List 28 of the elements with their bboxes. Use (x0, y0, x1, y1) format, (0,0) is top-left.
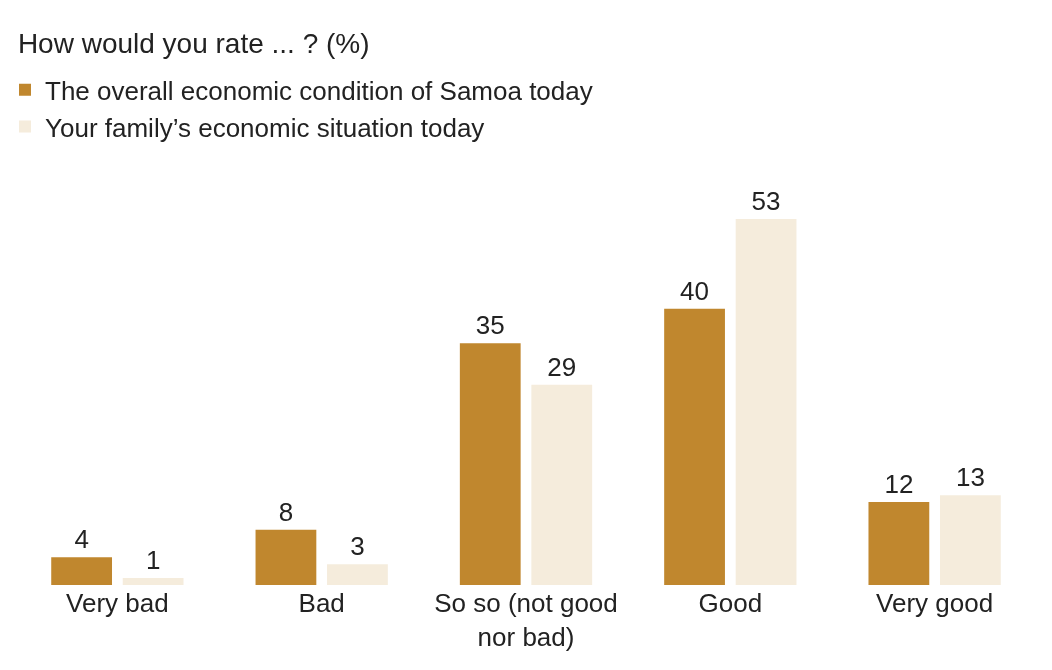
bar (735, 218, 797, 585)
legend-label: The overall economic condition of Samoa today (45, 75, 593, 106)
bar (459, 343, 521, 585)
data-label: 1 (145, 545, 161, 576)
bar (122, 578, 184, 585)
bar (664, 308, 725, 585)
x-tick-label: Good (698, 588, 763, 618)
data-label: 4 (74, 524, 89, 555)
data-label: 3 (350, 531, 365, 562)
data-label: 53 (751, 185, 781, 216)
x-tick-label: Very good (876, 588, 994, 618)
bar (939, 495, 1001, 585)
bar (327, 564, 388, 585)
data-label: 35 (475, 310, 505, 341)
data-label: 29 (547, 351, 577, 382)
data-label: 40 (680, 275, 710, 306)
x-tick-label: Bad (298, 588, 345, 618)
x-tick-label: So so (not good nor bad) (434, 588, 618, 652)
data-label: 13 (955, 462, 985, 493)
x-tick-label: Very bad (66, 588, 169, 618)
bar (531, 384, 593, 585)
bar (868, 502, 930, 585)
chart-title: How would you rate ... ? (%) (17, 28, 370, 60)
data-label: 12 (884, 469, 914, 500)
bar (51, 557, 113, 585)
legend-label: Your family’s economic situation today (45, 112, 485, 143)
bar (255, 529, 317, 585)
data-label: 8 (278, 496, 294, 527)
